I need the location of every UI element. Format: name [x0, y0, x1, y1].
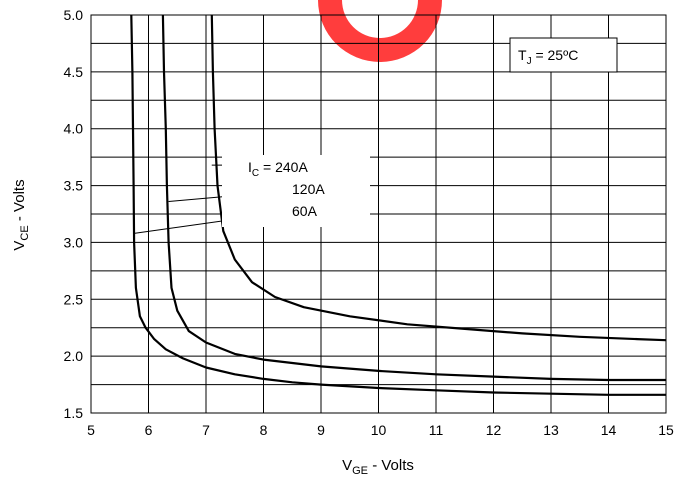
y-axis-title: VCE - Volts	[11, 179, 31, 250]
series-label-120a: 120A	[292, 181, 325, 197]
y-axis-title-rest: - Volts	[11, 179, 28, 225]
x-axis-title-main: V	[342, 457, 352, 474]
x-tick-label: 12	[486, 422, 502, 438]
y-tick-label: 3.5	[64, 178, 84, 194]
legend-box: TJ = 25ºC	[509, 37, 618, 73]
x-tick-label: 7	[202, 422, 210, 438]
series-label-240a: IC = 240A	[248, 159, 308, 179]
x-tick-label: 13	[543, 422, 559, 438]
y-tick-label: 2.5	[64, 291, 84, 307]
x-tick-label: 11	[429, 422, 444, 438]
legend-sub: J	[527, 56, 532, 67]
x-axis-title: VGE - Volts	[342, 457, 414, 477]
y-axis-title-sub: CE	[19, 225, 31, 240]
legend-rest: = 25ºC	[532, 47, 579, 63]
y-tick-label: 1.5	[64, 405, 84, 421]
plot-area-border	[90, 14, 667, 414]
label-backdrop	[222, 155, 370, 227]
y-axis-title-main: V	[11, 241, 28, 251]
series-line-1	[161, 14, 666, 382]
legend-frame	[509, 37, 618, 73]
legend-prefix: T	[518, 47, 527, 63]
series-label-240a-prefix: I	[248, 159, 252, 175]
y-tick-label: 5.0	[64, 7, 84, 23]
y-tick-label: 2.0	[64, 348, 84, 364]
series-label-240a-sub: C	[252, 168, 259, 179]
series-label-240a-rest: = 240A	[259, 159, 308, 175]
series-lines	[130, 14, 667, 396]
y-tick-label: 4.5	[64, 64, 84, 80]
y-tick-label: 3.0	[64, 234, 84, 250]
x-tick-label: 10	[371, 422, 387, 438]
watermark-logo	[318, 0, 442, 62]
axis-ticks: 5 6 7 8 9 10 11 12 13 14 15 1.5 2.0 2.5 3.0 3.5 4.0 4.5 5.…	[64, 7, 674, 438]
y-tick-label: 4.0	[64, 121, 84, 137]
x-tick-label: 15	[658, 422, 674, 438]
series-labels: IC = 240A 120A 60A	[222, 155, 370, 227]
watermark-arc	[318, 0, 442, 62]
series-line-0	[210, 14, 667, 342]
x-tick-label: 14	[601, 422, 617, 438]
x-tick-label: 6	[145, 422, 153, 438]
legend-text: TJ = 25ºC	[518, 47, 578, 67]
series-label-60a: 60A	[292, 203, 318, 219]
grid-lines	[91, 15, 666, 413]
x-tick-label: 5	[87, 422, 95, 438]
series-line-2	[130, 14, 666, 396]
x-axis-title-rest: - Volts	[368, 457, 414, 474]
x-tick-label: 9	[317, 422, 325, 438]
x-tick-label: 8	[260, 422, 268, 438]
x-axis-title-sub: GE	[352, 465, 368, 477]
